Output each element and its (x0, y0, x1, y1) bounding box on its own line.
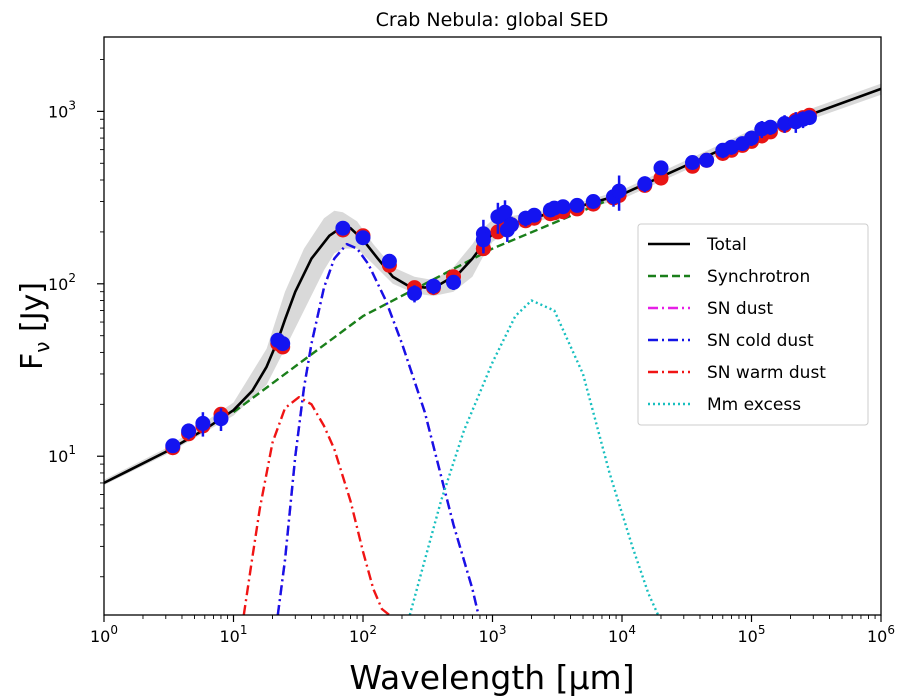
legend-box (637, 223, 869, 426)
data-point (699, 152, 715, 168)
series-line-sn-cold-dust (276, 242, 480, 615)
plot-area (104, 83, 881, 615)
data-point (195, 415, 211, 431)
series-line-mm-excess (408, 299, 660, 615)
y-tick-label: 101 (48, 443, 76, 466)
data-point (426, 278, 441, 294)
legend-items: Total Synchrotron SN dust SN cold dust SN wa… (648, 235, 826, 415)
y-axis-title-subscript: ν (30, 342, 54, 353)
data-point (744, 130, 759, 146)
x-tick-label: 100 (90, 623, 118, 646)
data-point (335, 220, 351, 236)
x-tick-label: 105 (738, 623, 766, 646)
data-point (407, 285, 422, 301)
x-axis-title: Wavelength [μm] (349, 658, 634, 697)
y-axis-title-unit: [Jy] (15, 282, 50, 342)
data-point (355, 230, 371, 246)
data-point (777, 116, 793, 131)
data-point (801, 110, 817, 126)
y-axis-title: Fν [Jy] (15, 282, 54, 370)
data-point (526, 207, 542, 223)
data-point (555, 199, 571, 215)
y-axis-ticks: 101 102 103 (48, 59, 104, 578)
data-point (762, 119, 778, 135)
x-axis-ticks: 100 101 102 103 104 105 106 (90, 615, 895, 646)
x-tick-label: 106 (867, 623, 895, 646)
legend-label: Total (706, 235, 747, 255)
data-point (381, 253, 397, 269)
uncertainty-band (104, 83, 881, 486)
data-point (503, 217, 519, 233)
x-tick-label: 104 (608, 623, 636, 646)
legend-label: Mm excess (707, 395, 801, 415)
legend-label: Synchrotron (707, 267, 810, 287)
data-point (569, 197, 585, 213)
data-point (637, 176, 653, 192)
observation-points (165, 107, 817, 456)
data-point (446, 274, 461, 290)
data-point (275, 336, 291, 352)
legend-label: SN cold dust (707, 331, 814, 351)
data-point (181, 423, 197, 439)
data-point (213, 411, 229, 427)
x-tick-label: 101 (220, 623, 248, 646)
y-axis-title-main: F (15, 353, 50, 370)
y-tick-label: 102 (48, 271, 76, 294)
data-point (497, 204, 513, 220)
data-point (653, 160, 669, 176)
data-point (585, 194, 601, 209)
data-point (165, 438, 181, 454)
data-point (611, 183, 627, 199)
chart-title: Crab Nebula: global SED (376, 9, 609, 31)
legend: Total Synchrotron SN dust SN cold dust SN wa… (637, 223, 869, 426)
y-tick-label: 103 (48, 98, 76, 121)
x-tick-label: 102 (349, 623, 377, 646)
x-tick-label: 103 (479, 623, 507, 646)
legend-label: SN dust (707, 299, 773, 319)
data-point (685, 155, 700, 170)
data-point (475, 232, 491, 248)
legend-label: SN warm dust (707, 363, 826, 383)
